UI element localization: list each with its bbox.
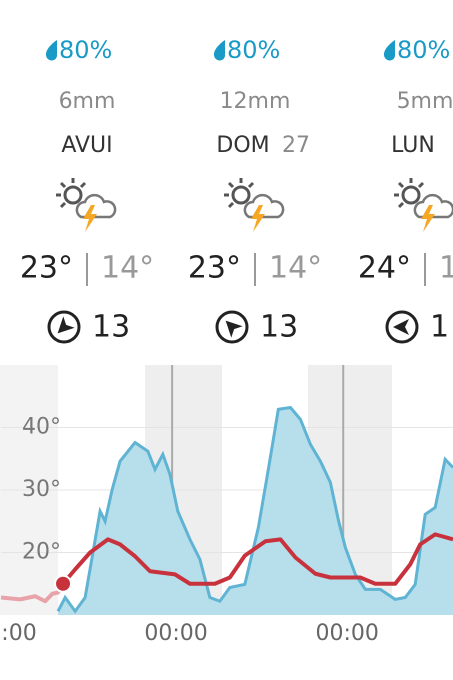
bolt [421, 205, 435, 232]
sun [231, 185, 251, 205]
sun-ray [59, 181, 67, 189]
wind-speed: 13 [260, 310, 298, 345]
day: DOM [216, 133, 269, 158]
x-tick-label: 00:00 [316, 621, 379, 646]
x-tick-label: 00:00 [144, 621, 207, 646]
x-tick-label: 00:00 [0, 621, 37, 646]
low-temp: 1 [439, 251, 453, 286]
wind-arrow [225, 320, 243, 338]
y-tick-label: 20° [22, 540, 61, 565]
amount: 5mm [397, 89, 453, 114]
wind-speed: 1 [430, 310, 449, 345]
sun-ray [397, 201, 405, 209]
cloud [243, 193, 285, 219]
sun-ray [227, 201, 235, 209]
precip: 80% [59, 36, 112, 64]
sun-ray [227, 181, 235, 189]
sun [63, 185, 83, 205]
current-point [54, 574, 73, 593]
amount: 6mm [59, 89, 116, 114]
y-tick-label: 40° [22, 415, 61, 440]
day-column: 80%5mmLUN224°11 [358, 36, 453, 345]
high-temp: 24° [358, 251, 411, 286]
wind-icon [215, 310, 249, 344]
high-temp: 23° [188, 251, 241, 286]
sun-ray [79, 181, 87, 189]
wind-arrow [393, 319, 409, 335]
day: LUN [391, 133, 435, 158]
drop-icon [45, 40, 57, 61]
day-column: 80% 12mm DOM 27 23° 14° 13 [188, 36, 322, 345]
precip: 80% [227, 36, 280, 64]
day-column: 80% 6mm AVUI 23° 14° 13 [20, 36, 154, 345]
bolt [83, 205, 97, 232]
cloud [75, 193, 117, 219]
low-temp: 14° [101, 251, 154, 286]
wind-arrow [57, 316, 75, 334]
wind-speed: 13 [92, 310, 130, 345]
sun-ray [59, 201, 67, 209]
drop-icon [383, 40, 395, 61]
sun-ray [397, 181, 405, 189]
area [58, 407, 453, 615]
line [61, 532, 453, 586]
date: 27 [282, 133, 310, 158]
wind-icon [47, 310, 81, 344]
day: AVUI [61, 133, 112, 158]
drop-icon [213, 40, 225, 61]
bolt [251, 205, 265, 232]
sun [401, 185, 421, 205]
sun-ray [247, 181, 255, 189]
y-tick-label: 30° [22, 477, 61, 502]
cloud [413, 193, 453, 219]
line [0, 582, 65, 604]
wind-icon [385, 310, 419, 344]
high-temp: 23° [20, 251, 73, 286]
amount: 12mm [220, 89, 291, 114]
sun-ray [417, 181, 425, 189]
precip: 80% [397, 36, 450, 64]
area-line [56, 405, 453, 614]
low-temp: 14° [269, 251, 322, 286]
